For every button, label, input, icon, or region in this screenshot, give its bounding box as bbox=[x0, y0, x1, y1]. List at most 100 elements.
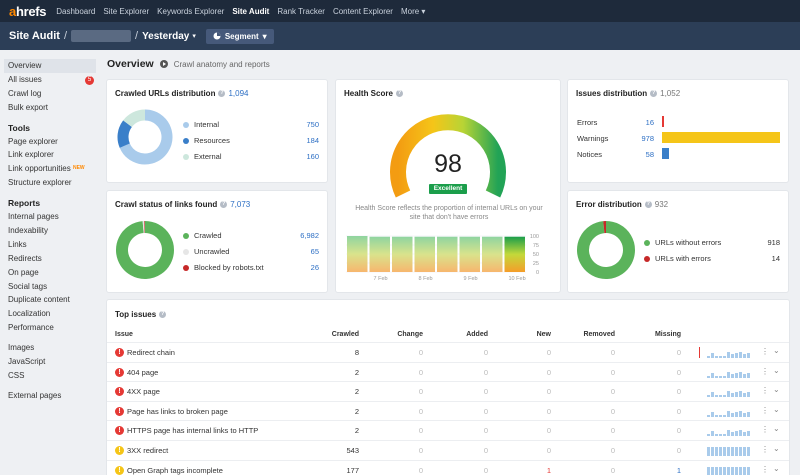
health-history-chart[interactable]: 100 75 50 25 0 7 Feb 8 Feb 9 Feb 10 Feb bbox=[344, 232, 554, 290]
legend-internal[interactable]: Internal 750 bbox=[183, 120, 319, 129]
legend-resources[interactable]: Resources 184 bbox=[183, 136, 319, 145]
issue-name[interactable]: Redirect chain bbox=[127, 348, 175, 357]
cell-crawled[interactable]: 543 bbox=[346, 446, 359, 455]
crawled-slice-0[interactable] bbox=[119, 109, 173, 165]
sidebar-item-duplicate-content[interactable]: Duplicate content bbox=[8, 295, 70, 305]
sidebar-item-bulk-export[interactable]: Bulk export bbox=[8, 102, 49, 112]
links-found-count[interactable]: 7,073 bbox=[230, 200, 251, 209]
issue-name[interactable]: 3XX redirect bbox=[127, 446, 169, 455]
health-bar-6[interactable] bbox=[482, 236, 503, 272]
nav-rank-tracker[interactable]: Rank Tracker bbox=[277, 6, 325, 16]
health-bar-0[interactable] bbox=[347, 236, 368, 272]
sidebar-item-localization[interactable]: Localization bbox=[8, 309, 51, 319]
issues-value-errors[interactable]: 16 bbox=[645, 118, 654, 127]
help-icon[interactable]: ? bbox=[644, 201, 652, 208]
more-options-icon[interactable]: ⋮ bbox=[761, 405, 769, 415]
help-icon[interactable]: ? bbox=[650, 90, 658, 97]
legend-urls-without-errors[interactable]: URLs without errors 918 bbox=[644, 238, 780, 247]
legend-value[interactable]: 750 bbox=[306, 120, 319, 129]
issue-name[interactable]: HTTPS page has internal links to HTTP bbox=[127, 426, 259, 436]
chevron-down-icon[interactable]: ⌄ bbox=[773, 365, 780, 375]
site-audit-title[interactable]: Site Audit bbox=[9, 30, 60, 42]
legend-value[interactable]: 160 bbox=[306, 152, 319, 161]
issue-name[interactable]: 4XX page bbox=[127, 387, 160, 397]
sidebar-item-indexability[interactable]: Indexability bbox=[8, 226, 49, 236]
cell-crawled[interactable]: 8 bbox=[354, 348, 359, 357]
cell-crawled[interactable]: 2 bbox=[354, 387, 359, 397]
issues-value-notices[interactable]: 58 bbox=[645, 150, 654, 159]
nav-dashboard[interactable]: Dashboard bbox=[56, 6, 96, 16]
sidebar-item-css[interactable]: CSS bbox=[8, 370, 25, 380]
help-icon[interactable]: ? bbox=[220, 201, 228, 208]
sidebar-item-internal-pages[interactable]: Internal pages bbox=[8, 212, 59, 222]
play-icon[interactable] bbox=[159, 60, 168, 68]
more-options-icon[interactable]: ⋮ bbox=[761, 425, 769, 435]
cell-crawled[interactable]: 2 bbox=[354, 406, 359, 416]
help-icon[interactable]: ? bbox=[159, 311, 167, 318]
sidebar-item-crawl-log[interactable]: Crawl log bbox=[8, 88, 42, 98]
column-issue[interactable]: Issue bbox=[115, 331, 133, 338]
health-bar-1[interactable] bbox=[369, 236, 391, 272]
segment-button[interactable]: Segment ▾ bbox=[205, 28, 274, 44]
nav-site-audit[interactable]: Site Audit bbox=[232, 6, 270, 16]
column-change[interactable]: Change bbox=[397, 331, 423, 338]
table-row[interactable]: ! Page has links to broken page 2 0 0 0 0 0 ⋮ ⌄ bbox=[107, 400, 789, 421]
legend-value[interactable]: 918 bbox=[767, 238, 780, 247]
help-icon[interactable]: ? bbox=[395, 90, 403, 97]
sidebar-item-on-page[interactable]: On page bbox=[8, 267, 39, 277]
sidebar-item-links[interactable]: Links bbox=[8, 239, 27, 249]
legend-value[interactable]: 14 bbox=[771, 254, 780, 263]
ahrefs-logo[interactable]: ahrefs bbox=[9, 3, 47, 19]
health-bar-7[interactable] bbox=[504, 236, 526, 272]
errors-slice-0[interactable] bbox=[577, 221, 635, 279]
table-row[interactable]: ! 404 page 2 0 0 0 0 0 ⋮ ⌄ bbox=[107, 361, 789, 382]
chevron-down-icon[interactable]: ⌄ bbox=[773, 385, 780, 395]
nav-content-explorer[interactable]: Content Explorer bbox=[332, 6, 393, 16]
sidebar-item-all-issues[interactable]: All issues 5 bbox=[0, 73, 100, 87]
sidebar-item-redirects[interactable]: Redirects bbox=[8, 253, 42, 263]
legend-value[interactable]: 26 bbox=[310, 263, 319, 272]
issue-name[interactable]: Open Graph tags incomplete bbox=[127, 465, 223, 475]
health-bar-3[interactable] bbox=[414, 236, 436, 272]
sidebar-item-javascript[interactable]: JavaScript bbox=[8, 357, 46, 367]
cell-crawled[interactable]: 177 bbox=[346, 465, 359, 475]
cell-crawled[interactable]: 2 bbox=[354, 367, 359, 377]
project-name-redacted[interactable] bbox=[71, 30, 131, 42]
legend-uncrawled[interactable]: Uncrawled 65 bbox=[183, 247, 319, 256]
legend-value[interactable]: 6,982 bbox=[300, 231, 319, 240]
more-options-icon[interactable]: ⋮ bbox=[761, 386, 769, 396]
chevron-down-icon[interactable]: ⌄ bbox=[773, 424, 780, 434]
legend-urls-with-errors[interactable]: URLs with errors 14 bbox=[644, 254, 780, 263]
column-removed[interactable]: Removed bbox=[583, 331, 615, 338]
sidebar-item-structure-explorer[interactable]: Structure explorer bbox=[8, 178, 72, 188]
chevron-down-icon[interactable]: ▾ bbox=[192, 33, 196, 40]
sidebar-item-performance[interactable]: Performance bbox=[8, 323, 54, 333]
issues-bar-errors[interactable] bbox=[662, 116, 664, 127]
crawled-slice-2[interactable] bbox=[123, 109, 146, 128]
chevron-down-icon[interactable]: ⌄ bbox=[773, 444, 780, 453]
chevron-down-icon[interactable]: ⌄ bbox=[773, 346, 780, 355]
nav-keywords-explorer[interactable]: Keywords Explorer bbox=[157, 6, 225, 16]
legend-value[interactable]: 65 bbox=[310, 247, 319, 256]
health-bar-2[interactable] bbox=[392, 236, 413, 272]
legend-value[interactable]: 184 bbox=[306, 136, 319, 145]
chevron-down-icon[interactable]: ⌄ bbox=[773, 404, 780, 414]
status-slice-0[interactable] bbox=[116, 221, 174, 279]
health-bar-4[interactable] bbox=[437, 236, 458, 272]
crawled-urls-count[interactable]: 1,094 bbox=[228, 89, 249, 98]
more-options-icon[interactable]: ⋮ bbox=[761, 464, 769, 474]
legend-crawled[interactable]: Crawled 6,982 bbox=[183, 231, 319, 240]
issue-name[interactable]: Page has links to broken page bbox=[127, 406, 228, 416]
column-missing[interactable]: Missing bbox=[654, 331, 681, 338]
crawl-period-selector[interactable]: Yesterday bbox=[142, 30, 190, 42]
column-crawled[interactable]: Crawled bbox=[331, 331, 359, 338]
crawled-slice-1[interactable] bbox=[117, 120, 133, 148]
chevron-down-icon[interactable]: ⌄ bbox=[773, 463, 780, 473]
legend-external[interactable]: External 160 bbox=[183, 152, 319, 161]
nav-more[interactable]: More ▾ bbox=[400, 6, 426, 16]
sidebar-item-page-explorer[interactable]: Page explorer bbox=[8, 136, 58, 146]
more-options-icon[interactable]: ⋮ bbox=[761, 366, 769, 376]
nav-site-explorer[interactable]: Site Explorer bbox=[103, 6, 150, 16]
sidebar-item-external-pages[interactable]: External pages bbox=[8, 390, 62, 400]
issues-bar-notices[interactable] bbox=[662, 148, 669, 159]
